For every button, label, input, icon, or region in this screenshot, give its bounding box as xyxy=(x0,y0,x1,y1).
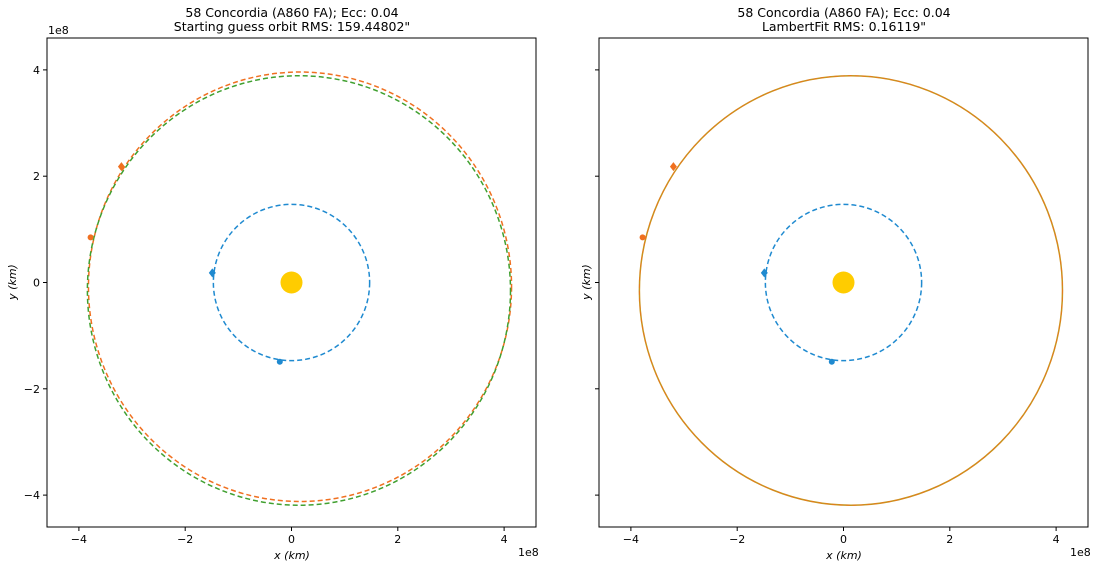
position-diamond-marker xyxy=(760,268,768,278)
position-circle-marker xyxy=(639,234,646,241)
panel-2-title-line1: 58 Concordia (A860 FA); Ecc: 0.04 xyxy=(737,5,950,20)
sun-marker xyxy=(832,271,855,294)
position-diamond-marker xyxy=(208,268,216,278)
x-tick-label: 0 xyxy=(840,533,847,546)
x-tick-label: −4 xyxy=(71,533,87,546)
x-tick-label: 0 xyxy=(288,533,295,546)
x-tick-label: −2 xyxy=(729,533,745,546)
panel-1-x-exponent: 1e8 xyxy=(518,546,539,559)
orbit-asteroid-guess xyxy=(86,74,512,506)
panel-2-xlabel: x (km) xyxy=(825,549,862,562)
panel-2-title-line2: LambertFit RMS: 0.16119" xyxy=(762,19,926,34)
panel-2: 58 Concordia (A860 FA); Ecc: 0.04 Lamber… xyxy=(580,5,1091,562)
position-diamond-marker xyxy=(669,162,677,172)
panel-1: 58 Concordia (A860 FA); Ecc: 0.04 Starti… xyxy=(6,5,539,562)
orbit-asteroid-true xyxy=(87,71,513,503)
x-tick-label: 4 xyxy=(1053,533,1060,546)
x-tick-label: −4 xyxy=(623,533,639,546)
x-tick-label: 2 xyxy=(394,533,401,546)
panel-1-title-line1: 58 Concordia (A860 FA); Ecc: 0.04 xyxy=(185,5,398,20)
panel-2-ylabel: y (km) xyxy=(580,264,593,301)
orbit-earth xyxy=(764,203,923,362)
panel-1-plot-area: −4 −2 0 2 4 −4 −2 0 2 4 xyxy=(24,37,537,546)
x-tick-label: 2 xyxy=(946,533,953,546)
position-diamond-marker xyxy=(117,162,125,172)
sun-marker xyxy=(280,271,303,294)
x-tick-label: 4 xyxy=(501,533,508,546)
orbit-earth xyxy=(212,203,371,362)
panel-1-title-line2: Starting guess orbit RMS: 159.44802" xyxy=(174,19,410,34)
panel-1-ylabel: y (km) xyxy=(6,264,19,301)
position-circle-marker xyxy=(276,358,283,365)
x-tick-label: −2 xyxy=(177,533,193,546)
panel-2-x-exponent: 1e8 xyxy=(1070,546,1091,559)
y-tick-label: 0 xyxy=(33,277,40,290)
panel-2-plot-area: −4 −2 0 2 4 xyxy=(595,37,1089,546)
y-tick-label: −2 xyxy=(24,383,40,396)
position-circle-marker xyxy=(87,234,94,241)
panel-1-xlabel: x (km) xyxy=(273,549,310,562)
orbit-asteroid-true xyxy=(638,75,1063,506)
y-tick-label: −4 xyxy=(24,489,40,502)
position-circle-marker xyxy=(828,358,835,365)
y-tick-label: 4 xyxy=(33,64,40,77)
y-tick-label: 2 xyxy=(33,170,40,183)
panel-1-y-exponent: 1e8 xyxy=(48,24,69,37)
